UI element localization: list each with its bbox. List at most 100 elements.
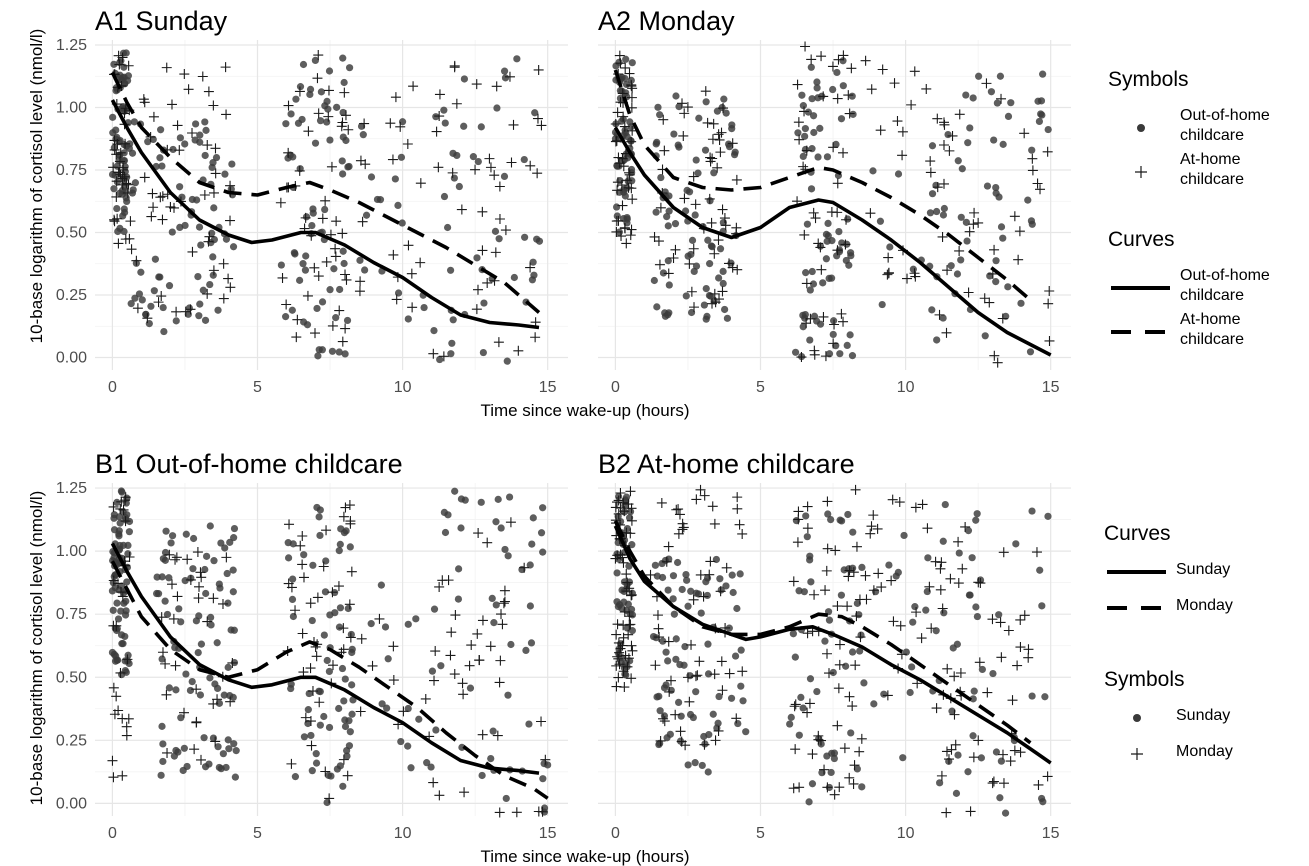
point-circle	[876, 217, 885, 225]
point-plus	[615, 97, 626, 108]
point-circle	[948, 707, 956, 715]
point-plus	[470, 164, 481, 175]
point-plus	[624, 611, 635, 622]
point-circle	[323, 97, 331, 105]
point-circle	[324, 105, 332, 113]
x-tick-label: 0	[108, 825, 117, 842]
point-plus	[793, 117, 804, 128]
point-circle	[529, 514, 537, 522]
point-plus	[305, 716, 316, 727]
point-plus	[625, 486, 636, 497]
point-plus	[894, 497, 905, 508]
point-circle	[962, 91, 970, 99]
point-circle	[341, 716, 349, 724]
point-plus	[652, 610, 663, 621]
point-circle	[936, 779, 944, 787]
point-circle	[157, 126, 165, 134]
point-plus	[992, 357, 1003, 368]
point-circle	[939, 314, 947, 322]
y-tick-label: 1.25	[56, 37, 87, 54]
point-circle	[119, 74, 127, 82]
point-circle	[990, 136, 998, 144]
point-circle	[886, 243, 894, 251]
point-circle	[666, 730, 674, 738]
point-circle	[230, 740, 238, 748]
point-circle	[825, 274, 833, 283]
point-circle	[362, 211, 371, 219]
point-circle	[799, 152, 807, 161]
point-plus	[702, 117, 713, 128]
point-circle	[537, 529, 546, 537]
point-circle	[717, 586, 725, 594]
point-circle	[305, 689, 313, 698]
point-circle	[628, 541, 636, 549]
point-plus	[283, 578, 294, 589]
point-plus	[499, 596, 510, 607]
point-plus	[621, 238, 632, 249]
point-circle	[230, 534, 238, 542]
point-circle	[622, 55, 630, 63]
point-plus	[434, 111, 445, 122]
point-circle	[195, 612, 203, 620]
point-plus	[477, 615, 488, 626]
point-plus	[906, 99, 917, 110]
point-circle	[125, 528, 133, 536]
point-circle	[1007, 99, 1015, 107]
point-circle	[344, 604, 352, 613]
point-circle	[137, 268, 145, 276]
point-circle	[842, 662, 850, 670]
point-plus	[1014, 226, 1025, 237]
point-plus	[987, 778, 998, 789]
point-plus	[139, 172, 150, 183]
point-circle	[688, 236, 697, 244]
point-circle	[975, 72, 983, 80]
point-circle	[947, 262, 955, 270]
point-plus	[624, 583, 635, 594]
point-plus	[626, 590, 637, 601]
point-plus	[532, 113, 543, 124]
point-circle	[320, 631, 328, 639]
point-circle	[130, 118, 138, 126]
point-plus	[810, 213, 821, 224]
point-plus	[996, 93, 1007, 104]
curve-dashed	[110, 71, 541, 314]
point-plus	[185, 574, 196, 585]
point-circle	[194, 648, 202, 657]
point-plus	[710, 297, 721, 308]
point-plus	[829, 789, 840, 800]
point-plus	[355, 276, 366, 287]
x-tick-label: 10	[394, 825, 412, 842]
point-circle	[656, 707, 664, 715]
point-circle	[808, 780, 817, 788]
point-plus	[326, 161, 337, 172]
point-plus	[820, 351, 831, 362]
point-circle	[189, 534, 198, 543]
point-plus	[297, 559, 308, 570]
point-plus	[402, 139, 413, 150]
point-circle	[802, 512, 810, 520]
point-circle	[530, 271, 538, 279]
point-plus	[678, 130, 689, 141]
point-plus	[868, 585, 879, 596]
point-plus	[495, 655, 506, 666]
point-circle	[966, 124, 974, 132]
point-circle	[229, 566, 237, 574]
point-plus	[709, 518, 720, 529]
point-plus	[622, 661, 633, 672]
point-circle	[167, 539, 175, 547]
point-plus	[910, 502, 921, 513]
point-circle	[727, 694, 736, 702]
point-plus	[719, 213, 730, 224]
point-circle	[830, 749, 839, 757]
point-plus	[794, 134, 805, 145]
point-plus	[338, 511, 349, 522]
point-plus	[975, 578, 986, 589]
point-plus	[474, 655, 485, 666]
point-circle	[224, 736, 232, 744]
point-circle	[996, 794, 1004, 802]
point-circle	[846, 331, 854, 339]
point-plus	[112, 213, 123, 224]
point-plus	[822, 648, 833, 659]
point-circle	[659, 637, 667, 645]
point-circle	[799, 704, 807, 712]
